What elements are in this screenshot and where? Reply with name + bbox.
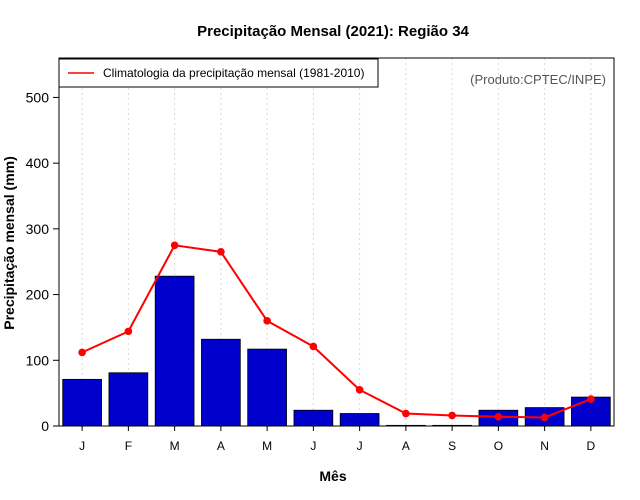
y-tick-label-300: 300 [26, 221, 50, 237]
chart-title: Precipitação Mensal (2021): Região 34 [197, 23, 469, 40]
x-tick-label-2: F [125, 439, 132, 453]
climatology-point-2 [124, 327, 133, 336]
climatology-point-5 [263, 317, 271, 325]
y-tick-label-0: 0 [41, 418, 49, 434]
climatology-point-8 [402, 409, 410, 418]
y-tick-label-100: 100 [26, 352, 50, 368]
climatology-point-7 [355, 386, 364, 394]
climatology-point-3 [170, 241, 179, 250]
x-tick-label-5: M [262, 439, 272, 453]
x-tick-label-4: A [217, 439, 225, 453]
legend: Climatologia da precipitação mensal (198… [58, 58, 379, 88]
bar-1 [62, 378, 102, 427]
y-tick-label-200: 200 [26, 287, 50, 303]
y-axis: 0 100 200 300 400 500 [26, 89, 59, 434]
y-axis-title: Precipitação mensal (mm) [1, 156, 17, 330]
bar-series [62, 275, 611, 427]
climatology-point-1 [78, 348, 86, 357]
bar-6 [293, 409, 334, 427]
legend-box [58, 58, 379, 88]
climatology-series [78, 241, 595, 422]
x-tick-label-1: J [79, 439, 85, 453]
climatology-point-11 [540, 413, 549, 422]
bar-5 [247, 348, 287, 427]
climatology-line [81, 244, 592, 419]
x-tick-label-10: O [494, 439, 503, 453]
climatology-point-12 [587, 395, 595, 403]
bar-4 [201, 338, 241, 427]
source-annotation: (Produto:CPTEC/INPE) [470, 72, 606, 87]
bar-7 [339, 413, 380, 427]
x-tick-label-3: M [170, 439, 180, 453]
plot-frame [58, 57, 615, 427]
climatology-point-4 [217, 248, 225, 256]
bar-3 [154, 275, 195, 427]
x-tick-label-9: S [448, 439, 456, 453]
x-tick-label-6: J [310, 439, 316, 453]
y-tick-label-500: 500 [26, 89, 50, 105]
bar-2 [108, 372, 149, 427]
legend-label-climatology: Climatologia da precipitação mensal (198… [103, 66, 364, 80]
climatology-point-9 [448, 411, 456, 420]
x-tick-label-11: N [540, 439, 549, 453]
y-tick-label-400: 400 [26, 155, 50, 171]
x-axis-title: Mês [319, 468, 346, 484]
x-tick-label-7: J [357, 439, 363, 453]
climatology-point-10 [494, 413, 503, 421]
x-tick-label-8: A [402, 439, 410, 453]
x-tick-label-12: D [587, 439, 596, 453]
climatology-point-6 [309, 342, 318, 351]
